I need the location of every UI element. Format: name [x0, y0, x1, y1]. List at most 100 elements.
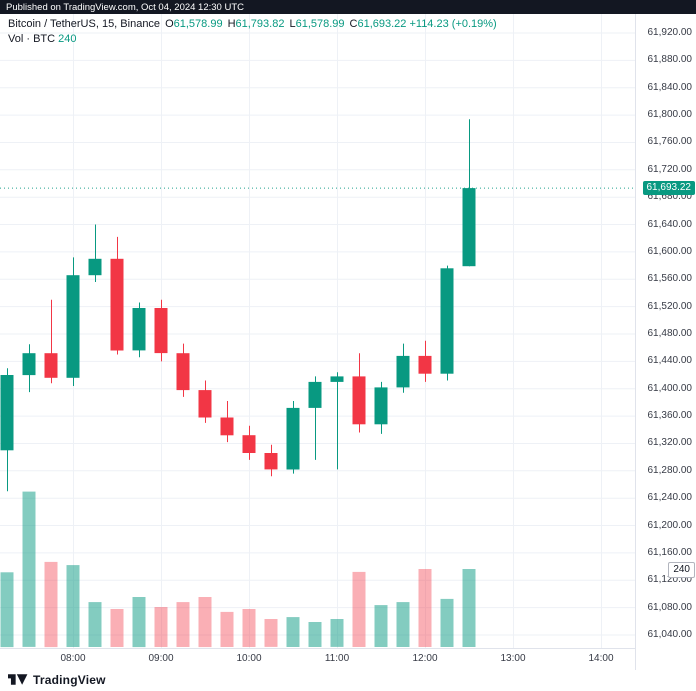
candle-body	[220, 417, 234, 436]
volume-bar	[110, 609, 124, 647]
open-value: 61,578.99	[173, 18, 223, 30]
volume-bar	[220, 611, 234, 647]
low-label: L	[289, 18, 296, 30]
volume-bar	[88, 602, 102, 647]
chart-legend: Bitcoin / TetherUS, 15, Binance O61,578.9…	[8, 18, 497, 46]
candle-body	[308, 381, 322, 408]
candle-body	[22, 353, 36, 376]
price-axis-label: 61,160.00	[647, 547, 693, 558]
open-label: O	[165, 18, 174, 30]
volume-bar	[242, 609, 256, 647]
last-price-badge: 61,693.22	[642, 181, 695, 195]
publish-bar-text: Published on TradingView.com, Oct 04, 20…	[6, 1, 244, 13]
volume-bar	[22, 491, 36, 647]
close-value: 61,693.22	[357, 18, 407, 30]
time-axis-label: 08:00	[60, 653, 86, 664]
candle-body	[132, 308, 146, 351]
price-axis-label: 61,040.00	[647, 629, 693, 640]
volume-label: Vol · BTC	[8, 33, 56, 45]
close-label: C	[349, 18, 358, 30]
volume-bar	[462, 569, 476, 647]
volume-bar	[396, 602, 410, 647]
price-axis-label: 61,440.00	[647, 355, 693, 366]
publish-bar: Published on TradingView.com, Oct 04, 20…	[0, 0, 696, 14]
high-value: 61,793.82	[235, 18, 285, 30]
volume-value: 240	[58, 33, 77, 45]
volume-bar	[44, 561, 58, 648]
volume-bar	[154, 607, 168, 647]
candle-body	[198, 390, 212, 418]
time-axis-label: 14:00	[588, 653, 614, 664]
candle-body	[44, 353, 58, 378]
candle-body	[352, 376, 366, 425]
candle-body	[154, 308, 168, 354]
time-axis-label: 09:00	[148, 653, 174, 664]
volume-bar	[132, 597, 146, 648]
candle-body	[396, 355, 410, 388]
candle-body	[264, 453, 278, 470]
candle-body	[440, 268, 454, 374]
volume-bar	[66, 565, 80, 647]
price-axis-label: 61,600.00	[647, 246, 693, 257]
time-axis-label: 11:00	[324, 653, 350, 664]
candle-body	[374, 387, 388, 425]
price-axis-label: 61,360.00	[647, 410, 693, 421]
time-axis-label: 12:00	[412, 653, 438, 664]
price-axis-label: 61,760.00	[647, 136, 693, 147]
price-axis-label: 61,400.00	[647, 383, 693, 394]
volume-bar	[330, 619, 344, 647]
volume-bar	[198, 597, 212, 648]
price-axis-label: 61,680.00	[647, 191, 693, 202]
candle-body	[176, 353, 190, 391]
price-axis-label: 61,480.00	[647, 328, 693, 339]
price-axis-label: 61,240.00	[647, 492, 693, 503]
symbol-title[interactable]: Bitcoin / TetherUS, 15, Binance	[8, 18, 161, 30]
change-value: +114.23 (+0.19%)	[409, 18, 497, 30]
volume-bar	[352, 571, 366, 647]
chart-canvas[interactable]	[0, 14, 696, 691]
candle-body	[242, 435, 256, 453]
volume-bar	[264, 619, 278, 647]
candle-body	[66, 275, 80, 378]
price-axis-label: 61,280.00	[647, 465, 693, 476]
volume-bar	[0, 572, 14, 648]
volume-bar	[418, 569, 432, 647]
price-axis-label: 61,320.00	[647, 437, 693, 448]
tradingview-brand-text[interactable]: TradingView	[33, 672, 106, 687]
volume-bar	[176, 602, 190, 647]
low-value: 61,578.99	[295, 18, 345, 30]
price-axis-label: 61,840.00	[647, 82, 693, 93]
volume-info-row: Vol · BTC 240	[8, 33, 497, 46]
price-axis-label: 61,640.00	[647, 219, 693, 230]
price-axis-label: 61,800.00	[647, 109, 693, 120]
price-axis-label: 61,920.00	[647, 27, 693, 38]
volume-bar	[308, 622, 322, 647]
price-axis-label: 61,720.00	[647, 164, 693, 175]
price-axis-label: 61,520.00	[647, 301, 693, 312]
volume-value-badge: 240	[668, 562, 695, 578]
volume-bar	[440, 598, 454, 647]
tradingview-logo-icon[interactable]	[8, 672, 28, 687]
price-axis-label: 61,080.00	[647, 602, 693, 613]
time-axis[interactable]: 08:00 09:00 10:00 11:00 12:00 13:00 14:00	[0, 648, 636, 670]
candle-body	[418, 355, 432, 374]
price-axis-label: 61,120.00	[647, 574, 693, 585]
price-axis-label: 61,560.00	[647, 273, 693, 284]
volume-bar	[286, 617, 300, 647]
candle-body	[330, 376, 344, 382]
candle-body	[462, 188, 476, 267]
volume-bar	[374, 605, 388, 647]
candle-body	[0, 375, 14, 451]
price-axis-label: 61,200.00	[647, 520, 693, 531]
time-axis-label: 13:00	[500, 653, 526, 664]
chart-area: Bitcoin / TetherUS, 15, Binance O61,578.9…	[0, 14, 696, 691]
tradingview-attribution: TradingView	[8, 672, 106, 687]
candle-body	[110, 258, 124, 351]
price-axis-label: 61,880.00	[647, 54, 693, 65]
price-axis[interactable]: 61,693.22 240 61,920.00 61,880.00 61,840.0…	[636, 14, 696, 648]
candle-body	[88, 258, 102, 276]
candle-body	[286, 407, 300, 470]
high-label: H	[227, 18, 236, 30]
time-axis-label: 10:00	[236, 653, 262, 664]
symbol-info-row: Bitcoin / TetherUS, 15, Binance O61,578.9…	[8, 18, 497, 31]
